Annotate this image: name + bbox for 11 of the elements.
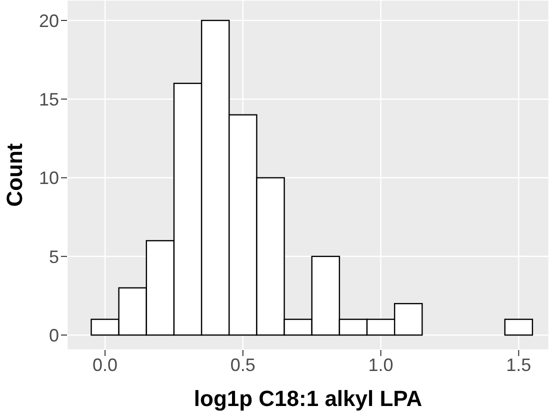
y-tick-label: 15 — [38, 89, 59, 110]
y-tick-label: 10 — [38, 168, 59, 188]
x-tick-label: 1.0 — [368, 354, 394, 375]
y-tick-label: 20 — [38, 10, 59, 31]
x-tick-label: 0.5 — [230, 354, 256, 375]
y-axis-title: Count — [2, 142, 27, 207]
y-tick-label: 5 — [48, 246, 59, 267]
x-tick-label: 0.0 — [92, 354, 118, 375]
x-axis-title: log1p C18:1 alkyl LPA — [194, 386, 422, 411]
x-tick-label: 1.5 — [506, 354, 532, 375]
y-tick-label: 0 — [48, 325, 59, 346]
